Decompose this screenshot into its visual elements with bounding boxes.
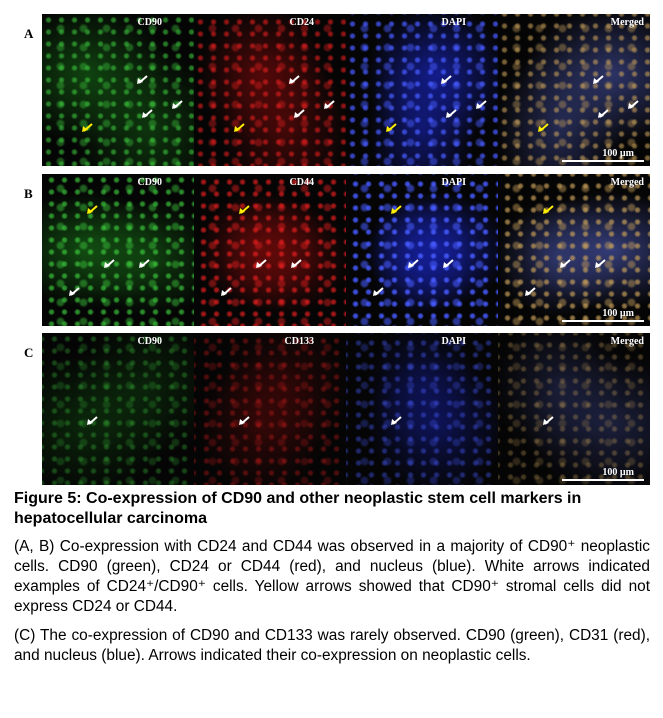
arrows — [538, 75, 639, 132]
arrow-head — [446, 112, 452, 118]
arrow-head — [598, 112, 604, 118]
image-panel: CD44 — [194, 174, 346, 326]
arrow-head — [441, 78, 447, 84]
arrow-head — [373, 290, 379, 296]
channel-label: DAPI — [441, 177, 466, 188]
arrow-head — [391, 208, 397, 214]
arrow-head — [443, 262, 449, 268]
channel-label: DAPI — [441, 17, 466, 28]
channel-label: CD90 — [137, 336, 162, 347]
arrow-head — [172, 103, 178, 109]
scale-label: 100 µm — [602, 467, 634, 478]
arrow-head — [324, 103, 330, 109]
arrow-head — [221, 290, 227, 296]
arrow-head — [137, 78, 143, 84]
channel-label: CD24 — [289, 17, 314, 28]
channel-label: DAPI — [441, 336, 466, 347]
channel-label: Merged — [610, 17, 644, 28]
arrow-head — [476, 103, 482, 109]
arrow-head — [408, 262, 414, 268]
arrow-head — [543, 208, 549, 214]
arrow-head — [543, 419, 549, 425]
arrow-head — [595, 262, 601, 268]
arrow-head — [628, 103, 634, 109]
image-panel: DAPI — [346, 333, 498, 485]
row-label: A — [24, 26, 34, 41]
image-panel: CD90 — [42, 14, 194, 166]
row-label: B — [24, 186, 33, 201]
arrow-head — [87, 208, 93, 214]
arrow-head — [538, 126, 544, 132]
image-panel: CD90 — [42, 333, 194, 485]
image-panel: Merged 100 µm — [498, 333, 650, 485]
channel-label: Merged — [610, 336, 644, 347]
arrow-head — [256, 262, 262, 268]
caption-paragraph: (C) The co-expression of CD90 and CD133 … — [14, 627, 650, 664]
arrow-head — [234, 126, 240, 132]
caption: Figure 5: Co-expression of CD90 and othe… — [14, 489, 650, 675]
scale-bar — [562, 320, 644, 322]
arrows — [234, 75, 335, 132]
arrow-head — [294, 112, 300, 118]
scale-bar — [562, 479, 644, 481]
arrow-head — [82, 126, 88, 132]
caption-title: Figure 5: Co-expression of CD90 and othe… — [14, 490, 582, 527]
image-panel: Merged 100 µm — [498, 174, 650, 326]
arrows — [87, 416, 98, 425]
arrow-head — [139, 262, 145, 268]
channel-label: CD133 — [284, 336, 314, 347]
image-panel: CD90 — [42, 174, 194, 326]
image-panel: Merged 100 µm — [498, 14, 650, 166]
arrow-head — [391, 419, 397, 425]
scale-bar — [562, 160, 644, 162]
arrows — [82, 75, 183, 132]
arrow-head — [386, 126, 392, 132]
channel-label: Merged — [610, 177, 644, 188]
arrows — [525, 205, 606, 296]
arrows — [386, 75, 487, 132]
image-panel: DAPI — [346, 14, 498, 166]
scale-label: 100 µm — [602, 308, 634, 319]
image-panel: CD24 — [194, 14, 346, 166]
channel-label: CD90 — [137, 177, 162, 188]
channel-label: CD90 — [137, 17, 162, 28]
row-label: C — [24, 345, 34, 360]
arrow-head — [87, 419, 93, 425]
arrow-head — [142, 112, 148, 118]
arrow-head — [593, 78, 599, 84]
channel-label: CD44 — [289, 177, 314, 188]
arrows — [221, 205, 302, 296]
image-panel: DAPI — [346, 174, 498, 326]
caption-paragraph: (A, B) Co-expression with CD24 and CD44 … — [14, 538, 650, 615]
arrows — [543, 416, 554, 425]
scale-label: 100 µm — [602, 148, 634, 159]
arrow-head — [69, 290, 75, 296]
image-panel: CD133 — [194, 333, 346, 485]
arrows — [239, 416, 250, 425]
arrow-head — [525, 290, 531, 296]
arrow-head — [239, 419, 245, 425]
arrow-head — [560, 262, 566, 268]
arrow-head — [289, 78, 295, 84]
arrow-head — [104, 262, 110, 268]
arrow-head — [291, 262, 297, 268]
arrows — [69, 205, 150, 296]
arrows — [373, 205, 454, 296]
arrows — [391, 416, 402, 425]
arrow-head — [239, 208, 245, 214]
